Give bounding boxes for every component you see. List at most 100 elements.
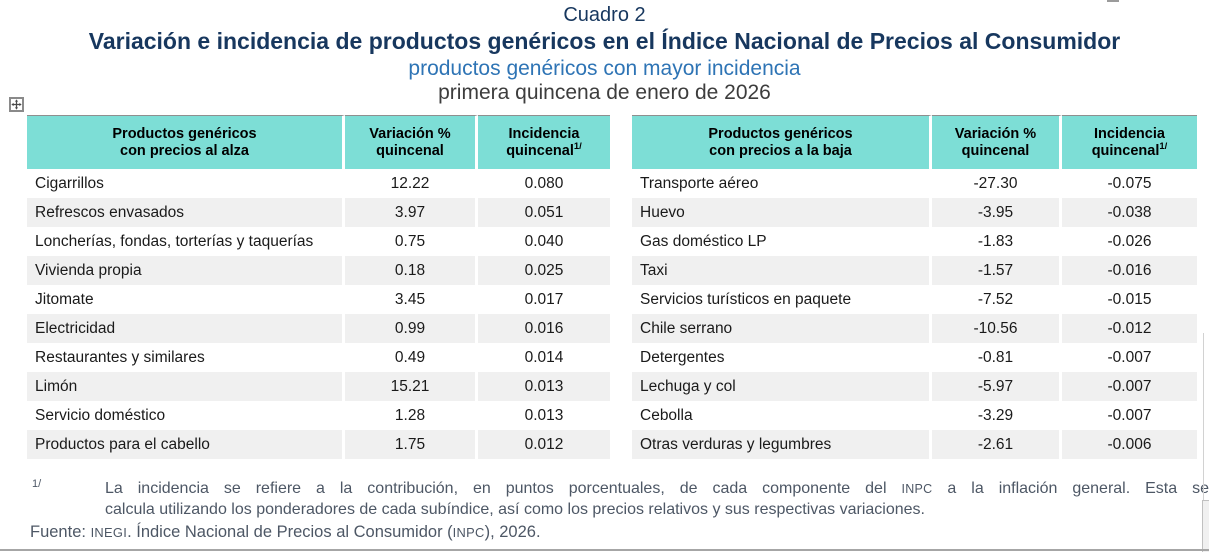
- product-up-cell: Jitomate: [27, 285, 345, 314]
- inpc-acronym: INPC: [452, 525, 485, 540]
- incidence-up-cell: 0.013: [524, 406, 564, 424]
- incidence-down-cell: -0.007: [1062, 372, 1197, 401]
- table-gap: [610, 285, 632, 314]
- header-products-up: Productos genéricos con precios al alza: [27, 115, 345, 169]
- variation-down-cell: -1.57: [932, 256, 1062, 285]
- product-up-cell: Cigarrillos: [27, 169, 345, 198]
- table-row: Jitomate 3.45 0.017 Servicios turísticos…: [27, 285, 1197, 314]
- table-gap: [610, 169, 632, 198]
- product-down-cell: Cebolla: [632, 401, 932, 430]
- variation-up-cell: 1.28: [345, 401, 478, 430]
- incidence-down-cell: -0.015: [1107, 290, 1152, 308]
- footnote-line-2: calcula utilizando los ponderadores de c…: [105, 500, 925, 518]
- table-gap: [610, 115, 632, 169]
- product-up-cell: Vivienda propia: [27, 256, 345, 285]
- header-incidence-down: Incidencia quincenal1/: [1062, 115, 1197, 169]
- incidence-up-cell: 0.080: [524, 174, 564, 192]
- table-caption: Cuadro 2: [563, 4, 646, 26]
- header-variation-up: Variación % quincenal: [345, 115, 478, 169]
- variation-up-cell: 3.45: [345, 285, 478, 314]
- table-gap: [610, 343, 632, 372]
- table-row: Vivienda propia 0.18 0.025 Taxi -1.57 -0…: [27, 256, 1197, 285]
- incidence-down-cell: -0.026: [1107, 232, 1152, 250]
- variation-down-cell: -7.52: [932, 285, 1062, 314]
- product-up-cell: Electricidad: [27, 314, 345, 343]
- table-row: Restaurantes y similares 0.49 0.014 Dete…: [27, 343, 1197, 372]
- variation-down-cell: -27.30: [932, 169, 1062, 198]
- incidence-up-cell: 0.040: [524, 232, 564, 250]
- table-row: Loncherías, fondas, torterías y taquería…: [27, 227, 1197, 256]
- incidence-down-cell: -0.012: [1062, 314, 1197, 343]
- footnote-marker: 1/: [32, 478, 42, 490]
- incidence-up-cell: 0.051: [478, 198, 610, 227]
- incidence-up-cell: 0.016: [478, 314, 610, 343]
- inegi-acronym: INEGI: [90, 525, 128, 540]
- table-row: Electricidad 0.99 0.016 Chile serrano -1…: [27, 314, 1197, 343]
- table-gap: [610, 198, 632, 227]
- product-down-cell: Gas doméstico LP: [632, 227, 932, 256]
- incidence-down-cell: -0.007: [1107, 406, 1152, 424]
- header-incidence-up: Incidencia quincenal1/: [478, 115, 610, 169]
- inpc-acronym: INPC: [901, 482, 933, 496]
- variation-up-cell: 0.49: [345, 343, 478, 372]
- footnote-line-1: La incidencia se refiere a la contribuci…: [105, 480, 1209, 497]
- header-products-down: Productos genéricos con precios a la baj…: [632, 115, 932, 169]
- variation-up-cell: 3.97: [345, 198, 478, 227]
- incidence-table: Productos genéricos con precios al alza …: [27, 115, 1197, 459]
- source-line: Fuente: INEGI. Índice Nacional de Precio…: [30, 523, 541, 541]
- variation-down-cell: -5.97: [932, 372, 1062, 401]
- incidence-down-cell: -0.007: [1107, 348, 1152, 366]
- footnote-ref: 1/: [573, 140, 582, 152]
- table-row: Servicio doméstico 1.28 0.013 Cebolla -3…: [27, 401, 1197, 430]
- variation-up-cell: 15.21: [345, 372, 478, 401]
- incidence-up-cell: 0.025: [478, 256, 610, 285]
- footnote-ref: 1/: [1159, 140, 1168, 152]
- product-down-cell: Servicios turísticos en paquete: [632, 285, 932, 314]
- page-period: primera quincena de enero de 2026: [438, 81, 771, 104]
- product-up-cell: Refrescos envasados: [27, 198, 345, 227]
- product-down-cell: Transporte aéreo: [632, 169, 932, 198]
- page-title: Variación e incidencia de productos gené…: [88, 28, 1121, 54]
- table-gap: [610, 372, 632, 401]
- product-down-cell: Chile serrano: [632, 314, 932, 343]
- incidence-down-cell: -0.038: [1062, 198, 1197, 227]
- footnote-text: La incidencia se refiere a la contribuci…: [105, 479, 1209, 519]
- product-down-cell: Huevo: [632, 198, 932, 227]
- incidence-down-cell: -0.006: [1062, 430, 1197, 459]
- variation-up-cell: 12.22: [345, 169, 478, 198]
- incidence-up-cell: 0.017: [524, 290, 564, 308]
- incidence-down-cell: -0.016: [1062, 256, 1197, 285]
- table-gap: [610, 401, 632, 430]
- window-bottom-border: [0, 549, 1209, 551]
- variation-up-cell: 0.18: [345, 256, 478, 285]
- variation-down-cell: -2.61: [932, 430, 1062, 459]
- variation-down-cell: -3.29: [932, 401, 1062, 430]
- table-row: Limón 15.21 0.013 Lechuga y col -5.97 -0…: [27, 372, 1197, 401]
- variation-up-cell: 0.75: [345, 227, 478, 256]
- table-gap: [610, 314, 632, 343]
- table-header-row: Productos genéricos con precios al alza …: [27, 115, 1197, 169]
- product-down-cell: Taxi: [632, 256, 932, 285]
- table-gap: [610, 256, 632, 285]
- product-down-cell: Lechuga y col: [632, 372, 932, 401]
- product-up-cell: Limón: [27, 372, 345, 401]
- product-up-cell: Loncherías, fondas, torterías y taquería…: [27, 227, 345, 256]
- move-arrows-icon: [11, 99, 22, 110]
- product-up-cell: Servicio doméstico: [27, 401, 345, 430]
- footnote: 1/ La incidencia se refiere a la contrib…: [30, 478, 1209, 519]
- incidence-up-cell: 0.014: [524, 348, 564, 366]
- clipped-artifact: [1107, 0, 1119, 2]
- product-up-cell: Restaurantes y similares: [27, 343, 345, 372]
- table-move-handle-icon[interactable]: [9, 97, 24, 112]
- table-row: Refrescos envasados 3.97 0.051 Huevo -3.…: [27, 198, 1197, 227]
- variation-down-cell: -0.81: [932, 343, 1062, 372]
- page-subtitle: productos genéricos con mayor incidencia: [408, 57, 801, 80]
- table-body: Cigarrillos 12.22 0.080 Transporte aéreo…: [27, 169, 1197, 459]
- page-edge-line: [1203, 333, 1204, 501]
- headings-block: Cuadro 2 Variación e incidencia de produ…: [0, 0, 1209, 105]
- incidence-up-cell: 0.012: [478, 430, 610, 459]
- scrollbar-track[interactable]: [1202, 500, 1209, 552]
- variation-down-cell: -10.56: [932, 314, 1062, 343]
- variation-down-cell: -1.83: [932, 227, 1062, 256]
